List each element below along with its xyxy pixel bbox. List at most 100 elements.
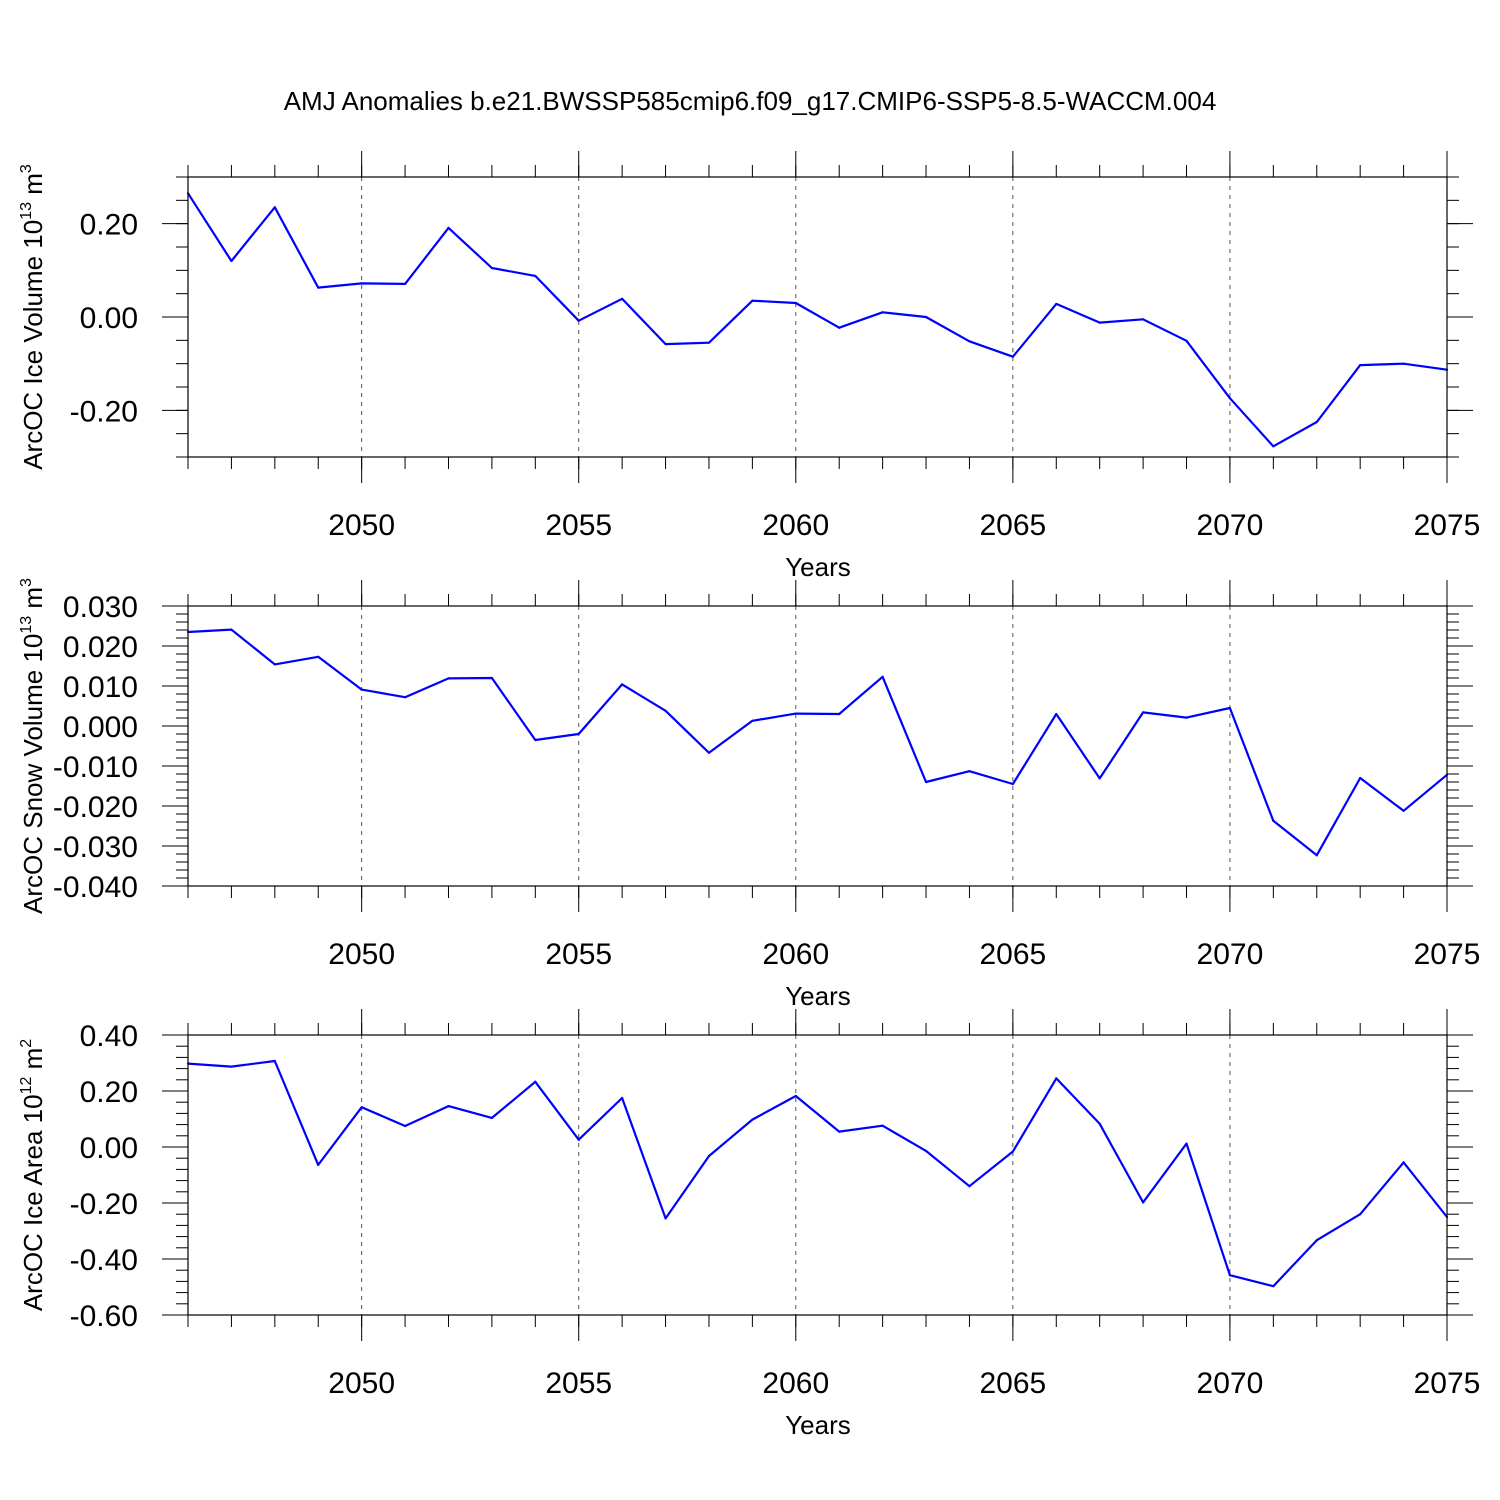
- data-point: [707, 1154, 711, 1158]
- data-point: [621, 297, 624, 300]
- x-tick-label: 2065: [979, 1367, 1046, 1400]
- x-tick-label: 2075: [1414, 938, 1481, 971]
- x-tick-label: 2060: [762, 1367, 829, 1400]
- x-axis-label: Years: [785, 981, 851, 1011]
- data-point: [968, 770, 971, 773]
- data-point: [1359, 1213, 1362, 1216]
- data-point: [360, 688, 363, 691]
- x-tick-label: 2065: [979, 509, 1046, 542]
- data-point: [273, 1059, 276, 1063]
- plot-frame: [187, 176, 1448, 458]
- plot-frame: [187, 1034, 1448, 1316]
- data-point: [794, 301, 797, 305]
- data-point: [534, 738, 537, 742]
- data-point: [1315, 854, 1318, 857]
- y-tick-label: 0.40: [80, 1020, 138, 1053]
- data-point: [924, 1149, 928, 1153]
- x-tick-label: 2070: [1197, 938, 1264, 971]
- data-point: [1272, 819, 1275, 822]
- data-point: [230, 628, 233, 631]
- data-point: [707, 341, 711, 344]
- y-tick-label: -0.40: [70, 1244, 138, 1277]
- data-point: [403, 1124, 407, 1128]
- data-point: [403, 696, 407, 699]
- data-point: [317, 1163, 320, 1167]
- x-axis-label: Years: [785, 1410, 851, 1440]
- data-point: [838, 326, 841, 329]
- data-point: [403, 282, 407, 285]
- x-tick-label: 2075: [1414, 1367, 1481, 1400]
- plot-frame: [187, 605, 1448, 887]
- y-axis-label: ArcOC Ice Volume 1013 m3: [18, 164, 48, 470]
- data-point: [794, 712, 797, 715]
- data-point: [1228, 397, 1232, 400]
- y-axis-label: ArcOC Ice Area 1012 m2: [18, 1039, 48, 1311]
- data-point: [924, 315, 928, 319]
- y-tick-label: -0.010: [53, 751, 138, 784]
- data-point: [317, 286, 320, 289]
- panels-container: -0.20 0.00 0.20 2050 2055 2060 2065 2070 2075 Yea…: [18, 151, 1480, 1440]
- y-tick-label: -0.20: [70, 395, 138, 428]
- data-point: [1359, 363, 1362, 367]
- panel-3: -0.60 -0.40 -0.20 0.00 0.20 0.40 2050 2055 2060 2…: [18, 1009, 1480, 1440]
- data-point: [1185, 339, 1188, 342]
- data-point: [838, 1130, 841, 1133]
- y-tick-label: 0.000: [63, 711, 138, 744]
- y-tick-label: 0.20: [80, 1076, 138, 1109]
- data-point: [751, 1118, 754, 1121]
- series-line: [187, 1059, 1448, 1288]
- x-tick-label: 2055: [545, 509, 612, 542]
- data-point: [1142, 318, 1145, 321]
- data-point: [1185, 1142, 1188, 1145]
- y-tick-label: -0.60: [70, 1300, 138, 1333]
- x-tick-label: 2055: [545, 1367, 612, 1400]
- x-tick-label: 2050: [328, 1367, 395, 1400]
- data-point: [838, 712, 841, 716]
- data-point: [1011, 1150, 1014, 1153]
- y-tick-label: -0.20: [70, 1188, 138, 1221]
- y-tick-label: 0.00: [80, 302, 138, 335]
- data-point: [534, 1080, 537, 1083]
- x-tick-label: 2070: [1197, 509, 1264, 542]
- data-point: [577, 732, 580, 736]
- data-point: [1011, 782, 1014, 786]
- data-point: [751, 719, 754, 722]
- figure-title: AMJ Anomalies b.e21.BWSSP585cmip6.f09_g1…: [284, 86, 1217, 116]
- data-point: [577, 319, 580, 322]
- y-tick-label: -0.040: [53, 871, 138, 904]
- x-tick-label: 2050: [328, 938, 395, 971]
- data-point: [707, 751, 711, 754]
- data-point: [1228, 1274, 1232, 1277]
- data-point: [490, 1116, 493, 1119]
- data-point: [360, 282, 363, 285]
- data-point: [664, 709, 667, 712]
- data-point: [881, 311, 884, 314]
- x-tick-label: 2065: [979, 938, 1046, 971]
- data-point: [621, 1096, 624, 1100]
- data-point: [1272, 1285, 1275, 1288]
- data-point: [664, 342, 667, 346]
- y-tick-label: 0.00: [80, 1132, 138, 1165]
- y-axis-label: ArcOC Snow Volume 1013 m3: [18, 578, 48, 914]
- y-tick-label: 0.010: [63, 671, 138, 704]
- data-point: [968, 1185, 971, 1188]
- data-point: [1402, 809, 1405, 812]
- y-tick-label: 0.20: [80, 209, 138, 242]
- y-tick-label: 0.030: [63, 591, 138, 624]
- data-point: [1315, 1239, 1318, 1242]
- data-point: [1402, 362, 1405, 365]
- data-point: [273, 663, 276, 666]
- data-point: [621, 683, 624, 686]
- data-point: [1055, 302, 1058, 306]
- data-point: [317, 655, 320, 658]
- data-point: [447, 1105, 450, 1108]
- data-point: [230, 1065, 233, 1068]
- data-point: [924, 780, 928, 784]
- panel-1: -0.20 0.00 0.20 2050 2055 2060 2065 2070 2075 Yea…: [18, 151, 1480, 582]
- y-tick-label: -0.020: [53, 791, 138, 824]
- data-point: [447, 677, 450, 680]
- data-point: [490, 266, 493, 270]
- x-tick-label: 2075: [1414, 509, 1481, 542]
- y-tick-label: -0.030: [53, 831, 138, 864]
